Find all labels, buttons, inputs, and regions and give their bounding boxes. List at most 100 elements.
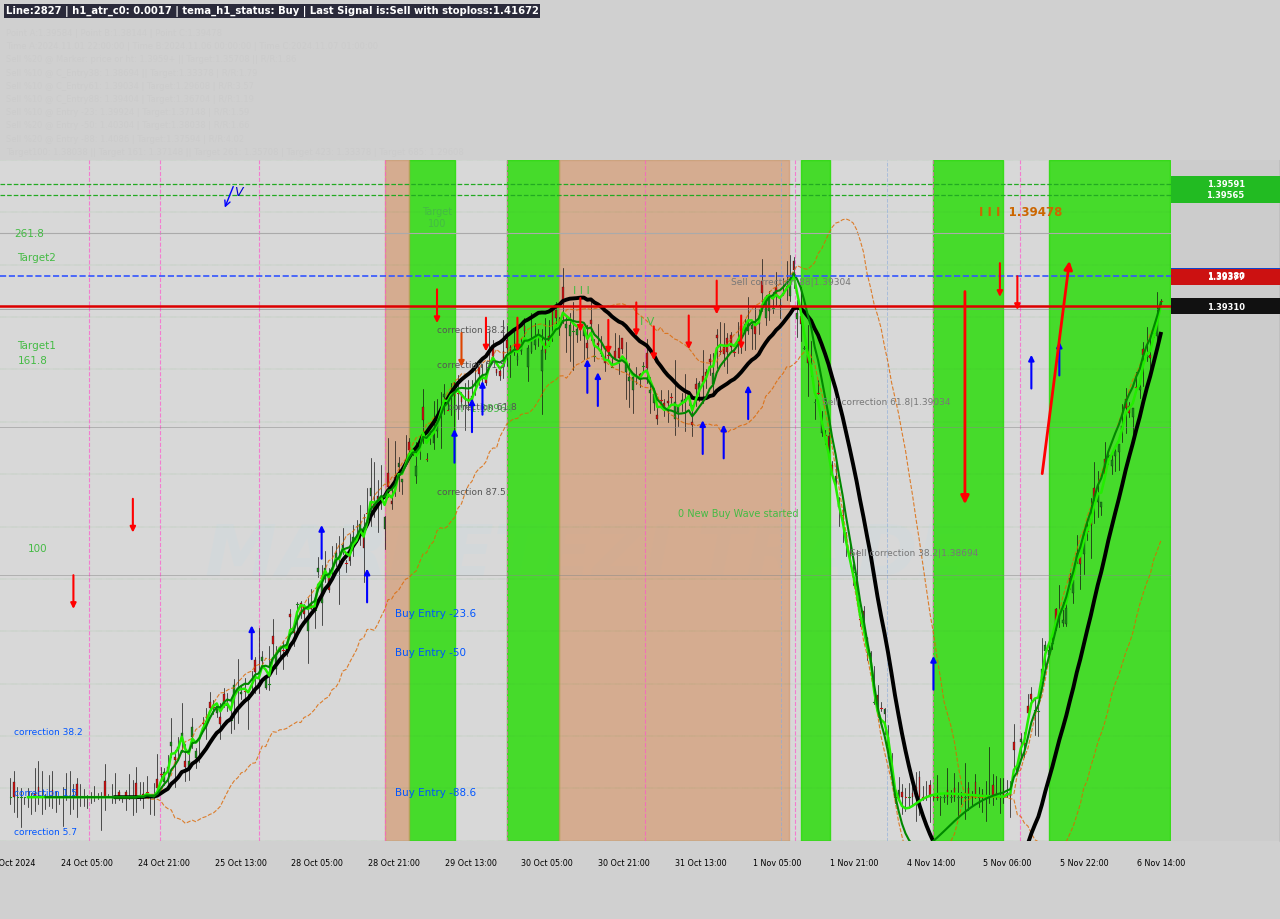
Bar xyxy=(385,161,408,841)
Bar xyxy=(51,790,54,798)
Text: V: V xyxy=(234,186,243,199)
Bar xyxy=(360,525,361,533)
Bar xyxy=(869,653,872,656)
Bar xyxy=(1012,743,1015,750)
Text: I V: I V xyxy=(640,316,654,326)
Bar xyxy=(586,344,589,348)
Text: Sell %10 @ C_Entry88: 1.39404 | Target:1.36704 | R/R:1.19: Sell %10 @ C_Entry88: 1.39404 | Target:1… xyxy=(6,95,253,104)
Bar xyxy=(901,792,902,798)
Bar xyxy=(408,442,410,451)
Bar xyxy=(255,661,256,673)
Bar xyxy=(887,737,888,746)
Bar xyxy=(1171,299,1280,314)
Bar xyxy=(744,324,745,334)
Bar xyxy=(332,569,333,574)
Bar xyxy=(164,773,165,782)
Bar xyxy=(649,391,652,393)
Bar xyxy=(740,327,742,332)
Bar xyxy=(947,790,948,798)
Bar xyxy=(541,351,543,371)
Bar xyxy=(415,467,417,477)
Bar xyxy=(1010,793,1011,797)
Bar xyxy=(285,647,288,653)
Bar xyxy=(835,477,836,484)
Bar xyxy=(422,408,424,421)
Bar xyxy=(13,783,15,798)
Bar xyxy=(475,382,476,387)
Bar xyxy=(716,335,718,339)
Bar xyxy=(699,384,700,392)
Text: 29 Oct 13:00: 29 Oct 13:00 xyxy=(444,857,497,867)
Bar xyxy=(443,394,445,397)
Text: Sell %20 @ Entry -88: 1.4086 | Target:1.37594 | R/R:4.02: Sell %20 @ Entry -88: 1.4086 | Target:1.… xyxy=(6,134,244,143)
Text: Sell %10 @ Entry -23: 1.39924 | Target:1.37148 | R/R:1.59: Sell %10 @ Entry -23: 1.39924 | Target:1… xyxy=(6,108,250,117)
Bar xyxy=(1069,578,1070,584)
Bar xyxy=(310,603,312,609)
Bar xyxy=(485,377,486,384)
Bar xyxy=(335,553,337,562)
Text: 28 Oct 05:00: 28 Oct 05:00 xyxy=(292,857,343,867)
Bar xyxy=(216,708,218,713)
Bar xyxy=(376,497,379,506)
Text: 1 Nov 21:00: 1 Nov 21:00 xyxy=(829,857,878,867)
Bar xyxy=(1048,651,1050,656)
Bar xyxy=(118,792,120,798)
Bar xyxy=(548,336,550,342)
Bar xyxy=(303,607,305,615)
Bar xyxy=(188,761,189,769)
Bar xyxy=(1062,620,1064,623)
Bar xyxy=(342,545,343,550)
Bar xyxy=(223,694,224,703)
Bar xyxy=(681,401,682,405)
Bar xyxy=(915,787,916,798)
Text: I I I  1.39478: I I I 1.39478 xyxy=(979,205,1062,219)
Bar xyxy=(639,374,641,378)
Bar xyxy=(792,262,795,271)
Bar xyxy=(801,161,829,841)
Bar xyxy=(544,344,547,354)
Bar xyxy=(35,793,36,798)
Bar xyxy=(307,618,308,631)
Bar xyxy=(552,311,553,326)
Bar xyxy=(919,777,920,798)
Text: 1.39591: 1.39591 xyxy=(1207,180,1244,189)
Text: 1.39565: 1.39565 xyxy=(1207,191,1244,200)
Bar xyxy=(867,639,868,646)
Bar xyxy=(467,391,470,403)
Bar xyxy=(582,329,585,337)
Bar xyxy=(897,789,900,796)
Bar xyxy=(1117,445,1120,452)
Bar xyxy=(1171,270,1280,286)
Text: 5 Nov 22:00: 5 Nov 22:00 xyxy=(1060,857,1108,867)
Bar xyxy=(992,785,993,798)
Bar xyxy=(705,372,707,377)
Bar xyxy=(324,569,326,580)
Bar xyxy=(436,421,438,432)
Bar xyxy=(1016,767,1019,772)
Text: correction 38.2: correction 38.2 xyxy=(436,326,506,335)
Text: 0 New Buy Wave started: 0 New Buy Wave started xyxy=(678,508,799,518)
Bar xyxy=(527,349,529,368)
Bar xyxy=(104,781,106,798)
Text: 24 Oct 21:00: 24 Oct 21:00 xyxy=(138,857,189,867)
Bar xyxy=(845,535,847,541)
Bar xyxy=(996,793,997,798)
Text: 5 Nov 06:00: 5 Nov 06:00 xyxy=(983,857,1032,867)
Bar xyxy=(691,423,692,425)
Bar xyxy=(810,363,812,366)
Bar xyxy=(453,384,456,396)
Text: correction 61.8: correction 61.8 xyxy=(448,403,516,412)
Bar xyxy=(348,550,351,562)
Bar xyxy=(673,403,676,420)
Bar xyxy=(362,536,365,548)
Bar xyxy=(1142,349,1144,356)
Bar xyxy=(506,341,508,348)
Bar xyxy=(1129,407,1130,414)
Bar xyxy=(471,397,472,412)
Bar xyxy=(1041,669,1043,678)
Bar xyxy=(170,743,173,746)
Text: correction 38.2: correction 38.2 xyxy=(14,727,83,736)
Bar xyxy=(1044,646,1046,652)
Bar xyxy=(1083,539,1084,555)
Bar xyxy=(1055,609,1057,624)
